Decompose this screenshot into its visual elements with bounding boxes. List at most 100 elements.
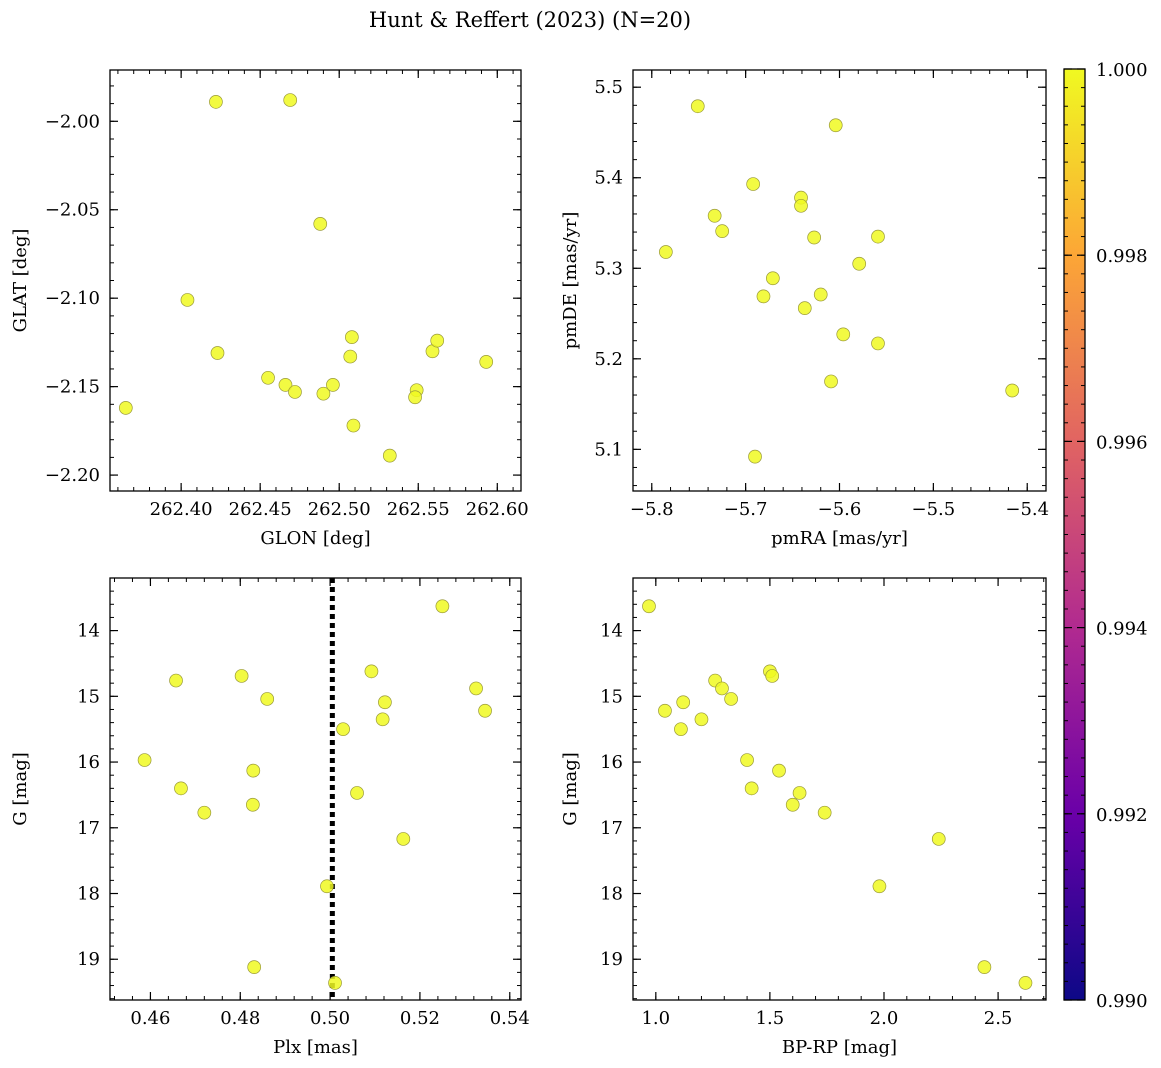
x-tick-label: 1.5 — [756, 1008, 785, 1029]
x-tick-label: −5.4 — [1005, 499, 1049, 520]
y-tick-label: 17 — [600, 818, 623, 839]
data-point — [343, 349, 358, 364]
data-point — [260, 692, 275, 706]
panels: 262.40 262.45 262.50 262.55 262.60 −2.00 −2.05… — [10, 69, 1049, 1058]
data-point — [1018, 976, 1033, 990]
x-tick-label: 0.52 — [400, 1008, 440, 1029]
data-point — [375, 712, 390, 727]
data-point — [931, 832, 946, 846]
y-tick-label: −2.00 — [45, 111, 100, 132]
data-point — [247, 960, 262, 974]
data-point — [346, 418, 361, 433]
data-point — [813, 287, 828, 302]
y-tick-label: 5.5 — [594, 77, 623, 98]
data-point — [748, 449, 762, 464]
data-point — [756, 289, 771, 304]
data-point — [797, 301, 812, 315]
x-tick-label: 0.48 — [220, 1008, 260, 1029]
y-tick-label: 5.2 — [594, 349, 623, 370]
data-point — [478, 703, 492, 718]
x-tick-label: 0.46 — [130, 1008, 170, 1029]
x-tick-label: 2.5 — [984, 1008, 1013, 1029]
data-point — [137, 753, 152, 767]
data-point — [794, 198, 808, 213]
y-tick-label: 5.3 — [594, 258, 623, 279]
data-point — [278, 378, 293, 392]
data-point — [642, 599, 656, 614]
data-point — [817, 805, 832, 820]
x-axis-label: BP-RP [mag] — [782, 1037, 897, 1058]
y-tick-label: 14 — [600, 621, 623, 642]
panel-pmra-pmde: −5.8 −5.7 −5.6 −5.5 −5.4 5.1 5.2 5.3 5.4 5.5 pmRA … — [560, 69, 1049, 549]
axes-frame — [632, 577, 1047, 1001]
x-tick-label: 2.0 — [870, 1008, 899, 1029]
colorbar-tick-label: 0.998 — [1096, 246, 1148, 267]
axes-frame — [109, 577, 522, 1001]
colorbar: 0.990 0.992 0.994 0.996 0.998 1.000 — [1063, 60, 1148, 1012]
y-tick-label: 5.1 — [594, 439, 623, 460]
data-point — [715, 681, 729, 696]
y-axis-label: G [mag] — [10, 752, 31, 825]
x-tick-label: 262.45 — [229, 499, 292, 520]
data-point — [197, 805, 212, 820]
data-point — [694, 712, 709, 727]
figure-title: Hunt & Reffert (2023) (N=20) — [369, 8, 691, 32]
data-point — [336, 722, 350, 737]
panel-glon-glat: 262.40 262.45 262.50 262.55 262.60 −2.00 −2.05… — [10, 69, 529, 549]
colorbar-tick-label: 0.996 — [1096, 432, 1148, 453]
data-point — [674, 722, 688, 737]
data-point — [261, 370, 275, 385]
y-axis-label: G [mag] — [560, 752, 581, 825]
y-axis-label: GLAT [deg] — [10, 229, 31, 333]
y-axis-label: pmDE [mas/yr] — [560, 212, 581, 350]
x-axis-label: Plx [mas] — [273, 1037, 358, 1058]
colorbar-tick-label: 0.992 — [1096, 805, 1148, 826]
y-tick-label: −2.05 — [45, 200, 100, 221]
data-point — [364, 664, 379, 679]
data-point — [350, 786, 364, 800]
data-point — [469, 681, 483, 696]
colorbar-tick-label: 1.000 — [1096, 60, 1148, 81]
x-axis-label: GLON [deg] — [260, 528, 370, 549]
data-point — [283, 93, 298, 107]
data-point — [871, 336, 885, 351]
x-tick-label: 262.40 — [150, 499, 213, 520]
data-point — [378, 695, 392, 710]
data-point — [772, 763, 786, 778]
data-point — [715, 224, 730, 239]
panel-plx-g: 0.46 0.48 0.50 0.52 0.54 14 15 16 17 18 19 Plx [mas… — [10, 577, 530, 1058]
y-tick-label: 18 — [600, 884, 623, 905]
x-tick-label: 0.54 — [490, 1008, 530, 1029]
panel-bprp-g: 1.0 1.5 2.0 2.5 14 15 16 17 18 19 BP-RP [mag] G [ma… — [560, 577, 1047, 1058]
colorbar-tick-label: 0.990 — [1096, 991, 1148, 1012]
data-point — [872, 879, 887, 894]
data-point — [180, 293, 195, 307]
y-tick-label: −2.20 — [45, 465, 100, 486]
data-point — [746, 177, 760, 191]
data-point — [871, 229, 885, 244]
data-point — [288, 385, 302, 399]
data-point — [766, 271, 780, 286]
axes-frame — [109, 69, 522, 492]
y-tick-label: 19 — [600, 949, 623, 970]
data-point — [724, 692, 738, 706]
data-point — [169, 673, 183, 688]
data-point — [328, 976, 342, 990]
y-tick-label: 16 — [77, 752, 100, 773]
y-tick-label: −2.15 — [45, 377, 100, 398]
data-point — [320, 879, 334, 894]
data-point — [765, 669, 780, 683]
data-point — [828, 118, 843, 133]
x-tick-label: 0.50 — [310, 1008, 350, 1029]
data-point — [792, 786, 807, 800]
data-point — [345, 330, 359, 344]
data-point — [313, 217, 328, 231]
x-tick-label: −5.8 — [630, 499, 674, 520]
y-tick-label: 5.4 — [594, 168, 623, 189]
data-point — [210, 346, 225, 360]
data-point — [785, 797, 800, 812]
data-point — [977, 960, 992, 974]
data-point — [479, 355, 494, 369]
y-tick-label: 19 — [77, 949, 100, 970]
